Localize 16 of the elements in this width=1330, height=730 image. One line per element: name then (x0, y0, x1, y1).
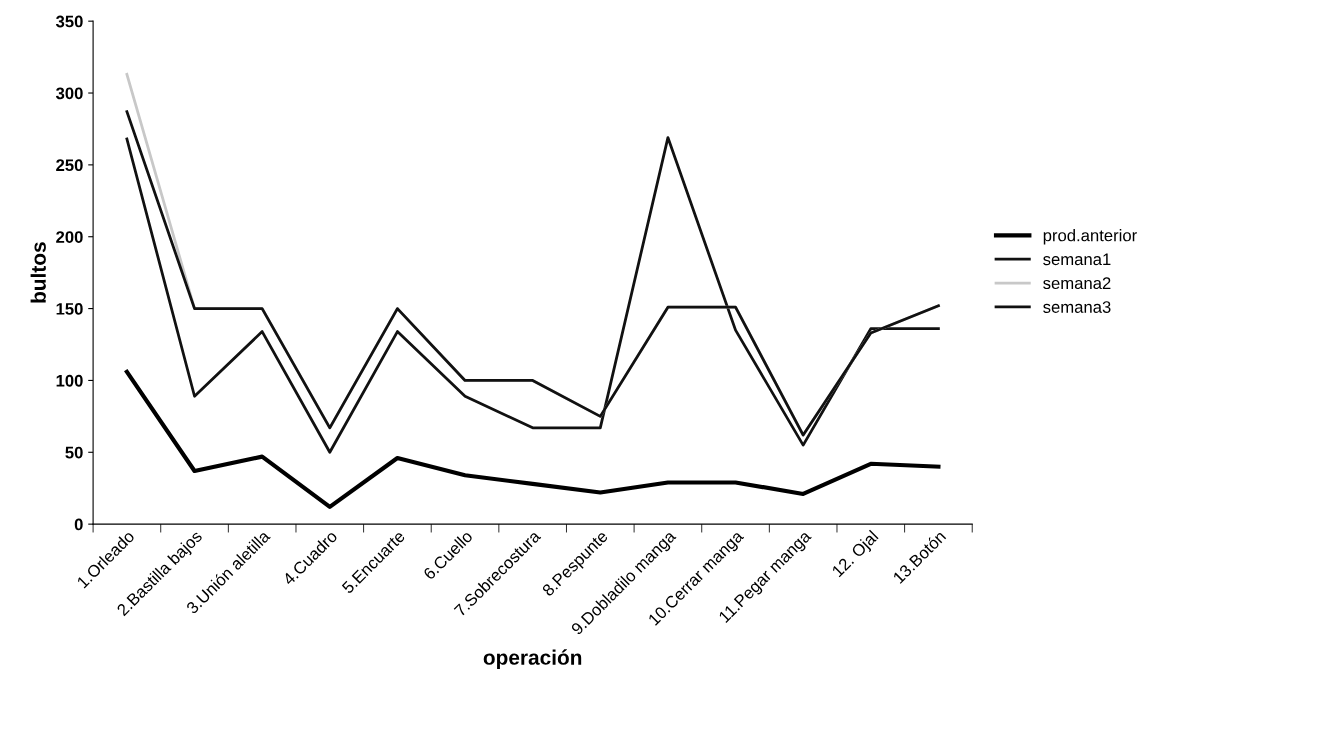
legend-label: prod.anterior (1043, 229, 1137, 245)
y-tick-label: 350 (55, 15, 83, 28)
y-axis-title: bultos (30, 242, 46, 303)
y-tick-label: 150 (56, 302, 83, 315)
y-tick-label: 0 (74, 518, 83, 531)
x-tick-label: 12. Ojal (831, 529, 881, 580)
y-tick-label: 200 (56, 231, 83, 243)
y-tick-label: 50 (65, 446, 83, 459)
y-tick-label: 100 (56, 374, 83, 387)
y-tick-label: 300 (55, 87, 83, 100)
legend-label: semana1 (1043, 253, 1111, 266)
legend-label: semana2 (1043, 277, 1111, 290)
line-series (124, 369, 941, 509)
legend-label: semana3 (1043, 301, 1111, 313)
x-axis-title: operación (483, 649, 582, 669)
y-tick-label: 250 (56, 159, 83, 172)
